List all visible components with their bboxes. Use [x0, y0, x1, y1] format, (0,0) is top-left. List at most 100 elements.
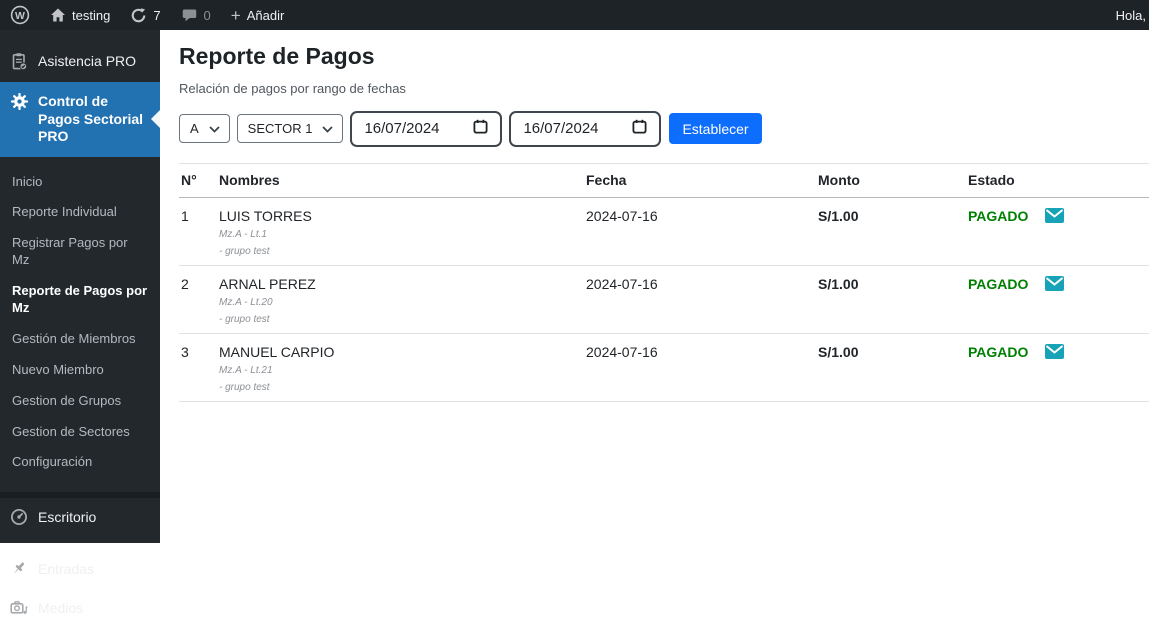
site-name-menu[interactable]: testing [40, 0, 120, 30]
sidebar-subitem-gestion-de-sectores[interactable]: Gestion de Sectores [12, 423, 130, 439]
admin-sidebar: Asistencia PRO Control de Pagos Sectori [0, 30, 160, 616]
row-num: 2 [179, 265, 217, 335]
col-header-nombres: Nombres [217, 162, 584, 198]
new-label: Añadir [246, 7, 285, 23]
envelope-icon[interactable] [1045, 276, 1065, 295]
sidebar-item-asistencia-pro[interactable]: Asistencia PRO [0, 42, 160, 82]
update-icon [130, 7, 147, 24]
mz-select[interactable]: A [179, 114, 230, 144]
date-from-value: 16/07/2024 [364, 120, 440, 138]
update-count: 7 [153, 7, 161, 23]
chevron-down-icon [209, 121, 220, 136]
status-badge: PAGADO [968, 344, 1029, 361]
sidebar-item-medios[interactable]: Medios [0, 589, 160, 629]
member-name: MANUEL CARPIO [219, 344, 335, 361]
row-amount: S/1.00 [816, 333, 966, 403]
row-amount: S/1.00 [816, 197, 966, 267]
sidebar-item-label: Entradas [38, 560, 95, 577]
gear-icon [9, 92, 29, 111]
page-title: Reporte de Pagos [179, 43, 375, 69]
col-header-estado: Estado [966, 162, 1149, 198]
plugin-submenu: Inicio Reporte Individual Registrar Pago… [0, 157, 160, 493]
howdy-greeting[interactable]: Hola, [1115, 7, 1146, 23]
dashboard-icon [9, 508, 29, 526]
wp-logo-menu[interactable]: W [0, 0, 40, 30]
sidebar-subitem-configuracion[interactable]: Configuración [12, 454, 93, 470]
table-row: 3 MANUEL CARPIO Mz.A - Lt.21 - grupo tes… [179, 333, 1149, 403]
svg-text:W: W [15, 10, 25, 22]
comments-icon [181, 8, 198, 23]
row-name-cell: LUIS TORRES Mz.A - Lt.1 - grupo test [217, 197, 584, 267]
sidebar-item-label: Medios [38, 600, 84, 617]
row-amount: S/1.00 [816, 265, 966, 335]
sidebar-subitem-gestion-de-grupos[interactable]: Gestion de Grupos [12, 392, 122, 408]
sidebar-item-label: Escritorio [38, 509, 97, 526]
calendar-icon [473, 119, 488, 138]
row-status-cell: PAGADO [966, 197, 1149, 267]
sidebar-item-entradas[interactable]: Entradas [0, 550, 160, 590]
col-header-monto: Monto [816, 162, 966, 198]
sidebar-subitem-gestion-de-miembros[interactable]: Gestión de Miembros [12, 330, 136, 346]
sidebar-item-control-de-pagos[interactable]: Control de Pagos Sectorial PRO [0, 82, 160, 157]
row-date: 2024-07-16 [584, 265, 816, 335]
page-subtitle: Relación de pagos por rango de fechas [179, 80, 406, 96]
filter-bar: A SECTOR 1 16/07/2024 16/07/2024 [179, 110, 1149, 147]
row-name-cell: MANUEL CARPIO Mz.A - Lt.21 - grupo test [217, 333, 584, 403]
table-row: 1 LUIS TORRES Mz.A - Lt.1 - grupo test 2… [179, 197, 1149, 267]
member-lot: Mz.A - Lt.1 [219, 229, 267, 241]
comment-count: 0 [203, 7, 211, 23]
sidebar-item-label: Asistencia PRO [38, 53, 137, 69]
member-group: - grupo test [219, 313, 270, 325]
sidebar-item-escritorio[interactable]: Escritorio [0, 498, 160, 538]
main-content: Reporte de Pagos Relación de pagos por r… [160, 30, 1149, 543]
sidebar-subitem-reporte-de-pagos-por-mz[interactable]: Reporte de Pagos por Mz [12, 283, 148, 315]
sector-select-value: SECTOR 1 [247, 121, 313, 137]
plus-icon: + [230, 5, 241, 25]
envelope-icon[interactable] [1045, 344, 1065, 363]
sidebar-subitem-nuevo-miembro[interactable]: Nuevo Miembro [12, 361, 104, 377]
member-lot: Mz.A - Lt.21 [219, 365, 273, 377]
date-to-input[interactable]: 16/07/2024 [509, 110, 662, 147]
pushpin-icon [9, 560, 29, 578]
sector-select[interactable]: SECTOR 1 [236, 114, 344, 144]
row-num: 1 [179, 197, 217, 267]
wp-logo-icon: W [10, 5, 30, 25]
row-status-cell: PAGADO [966, 333, 1149, 403]
table-header-row: N° Nombres Fecha Monto Estado [179, 162, 1149, 198]
date-to-value: 16/07/2024 [523, 120, 599, 138]
calendar-icon [632, 119, 647, 138]
table-row: 2 ARNAL PEREZ Mz.A - Lt.20 - grupo test … [179, 265, 1149, 335]
row-name-cell: ARNAL PEREZ Mz.A - Lt.20 - grupo test [217, 265, 584, 335]
col-header-num: N° [179, 162, 217, 198]
menu-separator [0, 538, 160, 550]
comments-menu[interactable]: 0 [171, 0, 221, 30]
updates-menu[interactable]: 7 [120, 0, 170, 30]
member-name: LUIS TORRES [219, 207, 312, 224]
establecer-button[interactable]: Establecer [669, 113, 762, 145]
member-group: - grupo test [219, 381, 270, 393]
sidebar-subitem-registrar-pagos-por-mz[interactable]: Registrar Pagos por Mz [12, 235, 128, 268]
admin-bar: W testing 7 [0, 0, 1149, 30]
date-from-input[interactable]: 16/07/2024 [350, 110, 503, 147]
home-icon [50, 7, 66, 23]
sidebar-subitem-reporte-individual[interactable]: Reporte Individual [12, 204, 117, 220]
chevron-down-icon [322, 121, 334, 136]
mz-select-value: A [190, 121, 199, 137]
menu-separator [0, 492, 160, 499]
sidebar-item-label: Control de Pagos Sectorial PRO [38, 93, 144, 144]
envelope-icon[interactable] [1045, 207, 1065, 227]
site-name-label: testing [72, 7, 111, 23]
new-content-menu[interactable]: + Añadir [221, 0, 295, 30]
row-status-cell: PAGADO [966, 265, 1149, 335]
clipboard-check-icon [9, 52, 29, 71]
col-header-fecha: Fecha [584, 162, 816, 198]
sidebar-subitem-inicio[interactable]: Inicio [12, 173, 43, 189]
row-num: 3 [179, 333, 217, 403]
media-icon [9, 599, 29, 617]
status-badge: PAGADO [968, 276, 1029, 293]
member-group: - grupo test [219, 245, 270, 257]
row-date: 2024-07-16 [584, 333, 816, 403]
member-name: ARNAL PEREZ [219, 276, 316, 293]
member-lot: Mz.A - Lt.20 [219, 297, 273, 309]
payments-table: N° Nombres Fecha Monto Estado 1 LUIS TOR… [179, 162, 1149, 403]
